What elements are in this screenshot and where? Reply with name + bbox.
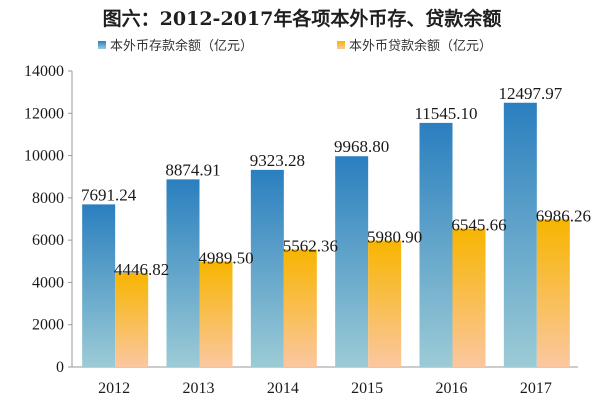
y-tick-label: 6000	[32, 232, 64, 249]
y-tick-label: 12000	[24, 105, 64, 122]
loan-value-label-2014: 5562.36	[283, 236, 338, 255]
deposit-value-label-2017: 12497.97	[498, 84, 562, 103]
legend-swatch-loan	[337, 41, 345, 49]
deposit-bar-2015	[335, 156, 369, 367]
y-tick-label: 0	[56, 359, 64, 376]
x-tick-label: 2012	[98, 380, 130, 397]
loan-value-label-2015: 5980.90	[367, 228, 422, 247]
loan-bar-2016	[452, 228, 486, 367]
y-tick-label: 8000	[32, 190, 64, 207]
loan-bar-2017	[536, 219, 570, 367]
deposit-value-label-2014: 9323.28	[250, 151, 305, 170]
deposit-value-label-2012: 7691.24	[81, 185, 137, 204]
deposit-bar-2013	[166, 179, 200, 367]
loan-bar-2012	[115, 272, 149, 367]
x-tick-label: 2015	[351, 380, 383, 397]
loan-value-label-2013: 4989.50	[198, 249, 253, 268]
y-tick-label: 14000	[24, 63, 64, 80]
bars	[82, 102, 570, 368]
deposit-value-label-2013: 8874.91	[165, 160, 220, 179]
y-tick-label: 10000	[24, 148, 64, 165]
x-tick-label: 2016	[436, 380, 468, 397]
legend: 本外币存款余额（亿元） 本外币贷款余额（亿元）	[98, 38, 492, 54]
data-labels: 7691.24 4446.82 8874.91 4989.50 9323.28 5562.…	[81, 84, 591, 279]
x-tick-label: 2017	[520, 380, 552, 397]
legend-label-deposit: 本外币存款余额（亿元）	[110, 38, 253, 54]
loan-value-label-2017: 6986.26	[536, 206, 591, 225]
loan-bar-2013	[199, 261, 233, 367]
deposit-bar-2012	[82, 204, 116, 367]
loan-bar-2015	[368, 240, 402, 367]
deposit-value-label-2016: 11545.10	[414, 104, 477, 123]
deposit-bar-2016	[419, 122, 453, 368]
x-tick-label: 2013	[183, 380, 215, 397]
deposit-value-label-2015: 9968.80	[334, 137, 389, 156]
loan-value-label-2016: 6545.66	[451, 216, 506, 235]
x-axis-ticks: 2012 2013 2014 2015 2016 2017	[98, 380, 552, 397]
deposit-bar-2014	[250, 169, 284, 367]
loan-bar-2014	[283, 249, 317, 367]
loan-value-label-2012: 4446.82	[114, 260, 169, 279]
y-tick-label: 4000	[32, 274, 64, 291]
y-axis-ticks: 0 2000 4000 6000 8000 10000 12000 14000	[24, 63, 72, 376]
legend-label-loan: 本外币贷款余额（亿元）	[349, 38, 492, 54]
legend-swatch-deposit	[98, 41, 106, 49]
y-tick-label: 2000	[32, 317, 64, 334]
chart-title: 图六：2012-2017年各项本外币存、贷款余额	[103, 7, 502, 30]
x-tick-label: 2014	[267, 380, 299, 397]
deposit-bar-2017	[503, 102, 537, 367]
